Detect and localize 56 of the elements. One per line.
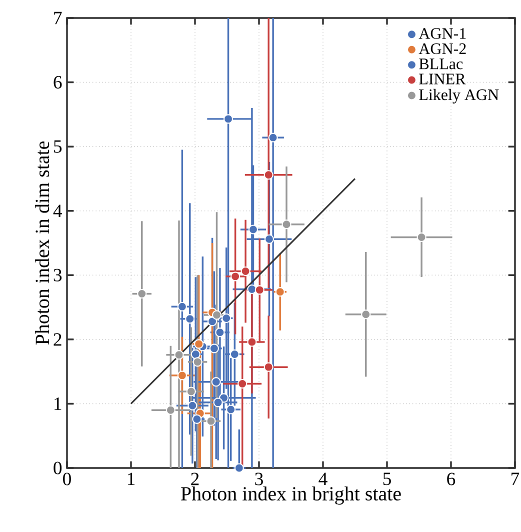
point	[213, 398, 223, 408]
point	[230, 349, 240, 360]
x-tick-label: 1	[128, 472, 135, 486]
point	[226, 404, 236, 414]
point	[264, 234, 274, 244]
y-tick-label: 0	[54, 462, 62, 474]
x-tick-label: 4	[318, 472, 328, 485]
point	[177, 370, 187, 380]
point	[211, 377, 221, 387]
point	[209, 344, 219, 354]
legend-label: LINER	[419, 74, 466, 84]
x-tick-label: 7	[512, 472, 520, 485]
x-tick-label: 0	[63, 472, 71, 486]
legend-label: AGN-1	[418, 28, 466, 39]
point	[174, 350, 184, 360]
legend-label: BLLac	[419, 58, 463, 70]
y-tick-label: 4	[53, 204, 62, 218]
point	[177, 302, 187, 312]
y-tick-label: 7	[54, 12, 62, 24]
point	[248, 224, 258, 234]
legend-label: Likely AGN	[419, 88, 499, 104]
point	[186, 386, 196, 396]
point	[247, 284, 257, 294]
point	[192, 357, 202, 367]
point	[264, 170, 274, 180]
point	[215, 328, 225, 338]
point	[254, 285, 264, 295]
x-tick-label: 5	[383, 472, 391, 486]
point	[137, 288, 147, 299]
point	[361, 310, 371, 320]
point	[238, 378, 248, 389]
y-tick-label: 6	[54, 76, 62, 89]
x-tick-label: 6	[447, 472, 456, 486]
point	[240, 266, 250, 276]
y-tick-label: 3	[54, 268, 62, 282]
point	[206, 416, 216, 426]
x-tick-label: 3	[255, 472, 263, 486]
x-axis-title: Photon index in bright state	[181, 486, 401, 505]
point	[188, 400, 198, 410]
y-tick-label: 2	[54, 333, 62, 346]
y-axis-title: Photon index in dim state	[35, 141, 50, 345]
legend-label: AGN-2	[418, 43, 466, 54]
point	[192, 414, 202, 424]
point	[185, 314, 195, 324]
point	[166, 405, 176, 415]
y-tick-label: 5	[54, 140, 62, 153]
point	[207, 316, 218, 326]
point	[416, 232, 426, 242]
point	[268, 132, 278, 142]
point	[264, 362, 274, 372]
point	[247, 337, 257, 347]
point	[282, 220, 292, 230]
x-tick-label: 2	[191, 472, 199, 486]
point	[223, 114, 234, 124]
point	[230, 272, 240, 282]
y-tick-label: 1	[54, 398, 62, 410]
